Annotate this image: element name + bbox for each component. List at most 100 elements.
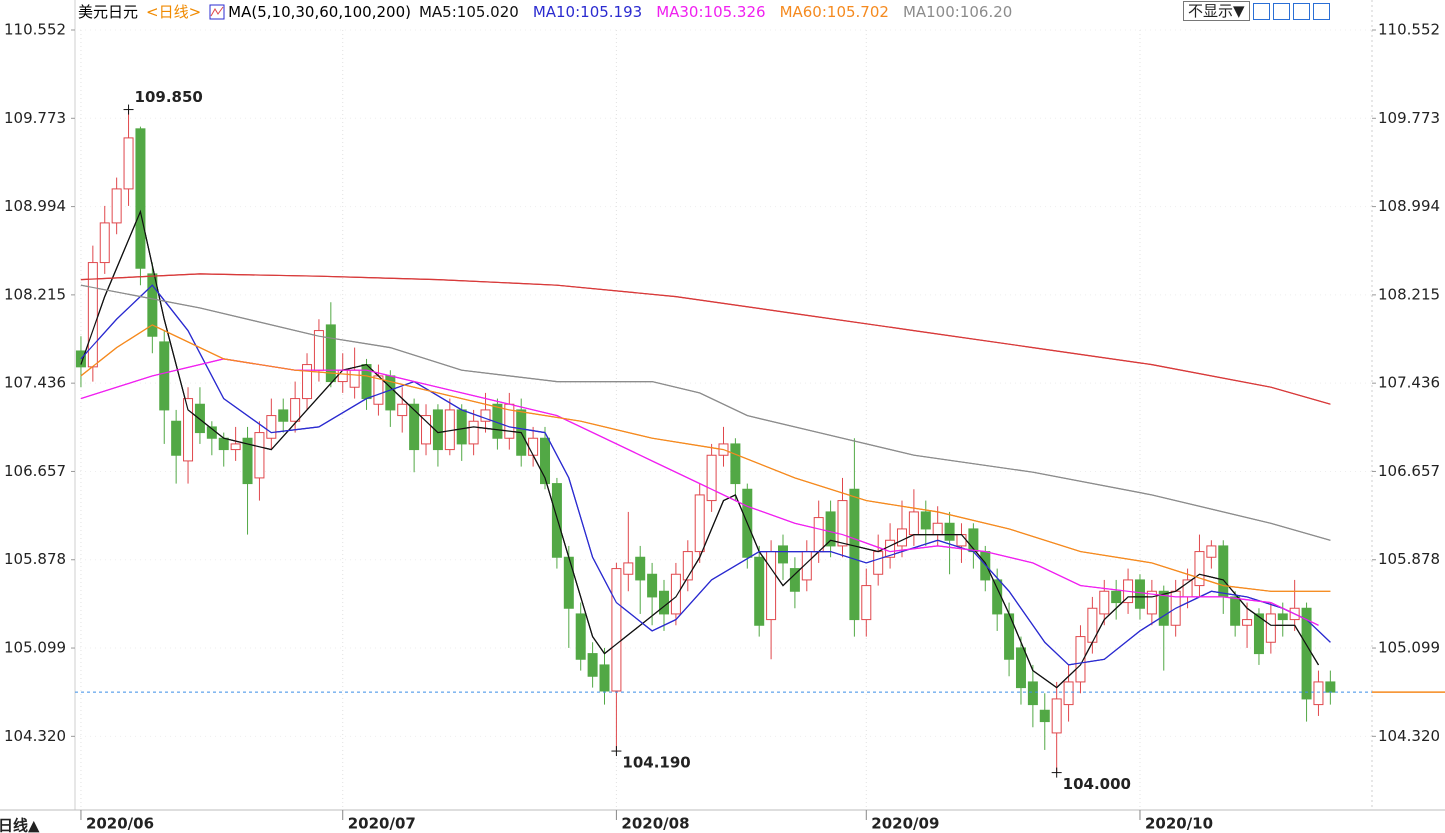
candle-body xyxy=(111,188,122,224)
candle-body xyxy=(623,562,634,575)
candle-body xyxy=(837,500,848,547)
y-tick-label: 106.657 xyxy=(4,462,66,480)
candle-body xyxy=(1099,590,1110,615)
candle-body xyxy=(908,511,919,536)
candle-body xyxy=(135,128,146,269)
candle-body xyxy=(1253,613,1264,655)
candle-body xyxy=(980,551,991,581)
candle-body xyxy=(1277,613,1288,621)
candle-body xyxy=(563,556,574,609)
y-tick-label: 105.099 xyxy=(4,639,66,657)
hide-button[interactable]: 不显示▼ xyxy=(1183,1,1250,21)
candle-body xyxy=(861,585,872,621)
candle-body xyxy=(992,579,1003,615)
ma-line xyxy=(80,284,1331,541)
candle-body xyxy=(421,415,432,445)
candle-body xyxy=(373,375,384,405)
y-tick-label: 107.436 xyxy=(4,374,66,392)
candle-body xyxy=(1325,681,1336,693)
ma-line xyxy=(80,324,1331,592)
y-tick-label: 108.994 xyxy=(1378,197,1440,215)
candle-body xyxy=(1051,698,1062,734)
candle-body xyxy=(1158,590,1169,626)
y-tick-label: 105.878 xyxy=(1378,550,1440,568)
legend: MA5:105.020 MA10:105.193 MA30:105.326 MA60:… xyxy=(419,2,1012,22)
candle-body xyxy=(528,437,539,456)
ma-line xyxy=(80,284,1331,666)
y-tick-label: 110.552 xyxy=(1378,21,1440,39)
candle-body xyxy=(694,494,705,553)
candle-body xyxy=(397,403,408,417)
candle-body xyxy=(1313,681,1324,706)
period-tab: 日线▲ xyxy=(0,817,40,833)
extreme-label: 109.850 xyxy=(135,88,203,106)
legend-entry: MA5:105.020 xyxy=(418,3,519,21)
indicator[interactable]: MA(5,10,30,60,100,200) xyxy=(209,2,411,22)
candle-body xyxy=(777,545,788,564)
candle-body xyxy=(194,403,205,434)
candle-body xyxy=(789,568,800,592)
ma-line xyxy=(80,209,1320,689)
candle-body xyxy=(1027,681,1038,706)
tool-icon[interactable] xyxy=(1252,2,1270,20)
candle-body xyxy=(635,556,646,581)
candle-body xyxy=(575,613,586,660)
candle-body xyxy=(813,517,824,553)
candle-body xyxy=(956,534,967,547)
candle-body xyxy=(682,551,693,581)
candle-body xyxy=(587,653,598,677)
candle-body xyxy=(1230,596,1241,626)
y-tick-label: 106.657 xyxy=(1378,462,1440,480)
candle-body xyxy=(932,522,943,536)
candle-body xyxy=(885,539,896,558)
candle-body xyxy=(540,437,551,485)
y-tick-label: 105.878 xyxy=(4,550,66,568)
y-tick-label: 109.773 xyxy=(4,109,66,127)
candle-body xyxy=(825,511,836,547)
indicator-icon xyxy=(209,4,225,20)
x-tick-label: 2020/06 xyxy=(86,815,154,833)
candle-body xyxy=(468,420,479,445)
extreme-label: 104.000 xyxy=(1063,775,1131,793)
candle-body xyxy=(409,403,420,451)
y-tick-label: 104.320 xyxy=(4,727,66,745)
candle-body xyxy=(266,415,277,439)
x-tick-label: 2020/10 xyxy=(1145,815,1213,833)
ma-line xyxy=(80,324,1331,592)
candle-body xyxy=(1134,579,1145,609)
y-tick-label: 108.994 xyxy=(4,197,66,215)
candle-body xyxy=(325,324,336,383)
ma-line xyxy=(80,358,1319,626)
y-tick-label: 108.215 xyxy=(4,285,66,303)
tool-icon[interactable] xyxy=(1272,2,1290,20)
candle-body xyxy=(302,364,313,400)
y-tick-label: 109.773 xyxy=(1378,109,1440,127)
period-label[interactable]: <日线> xyxy=(146,3,202,21)
candle-body xyxy=(873,551,884,575)
candle-body xyxy=(480,409,491,422)
candle-body xyxy=(1218,545,1229,598)
header: 美元日元 <日线> MA(5,10,30,60,100,200) MA5:105… xyxy=(78,2,1012,22)
candle-body xyxy=(278,409,289,422)
tool-icon[interactable] xyxy=(1312,2,1330,20)
candle-body xyxy=(147,273,158,337)
y-tick-label: 108.215 xyxy=(1378,285,1440,303)
indicator-label: MA(5,10,30,60,100,200) xyxy=(228,3,411,21)
y-tick-label: 105.099 xyxy=(1378,639,1440,657)
candle-body xyxy=(1015,647,1026,689)
candle-body xyxy=(599,664,610,692)
candle-body xyxy=(706,454,717,502)
candle-body xyxy=(670,573,681,615)
candle-body xyxy=(254,432,265,479)
candle-body xyxy=(730,443,741,485)
tool-icon[interactable] xyxy=(1292,2,1310,20)
ma-line xyxy=(80,273,1331,405)
candle-body xyxy=(349,369,360,388)
legend-entry: MA60:105.702 xyxy=(779,3,889,21)
ma-line xyxy=(80,273,1331,405)
candle-body xyxy=(1039,709,1050,723)
y-tick-label: 104.320 xyxy=(1378,727,1440,745)
candle-body xyxy=(87,262,98,368)
